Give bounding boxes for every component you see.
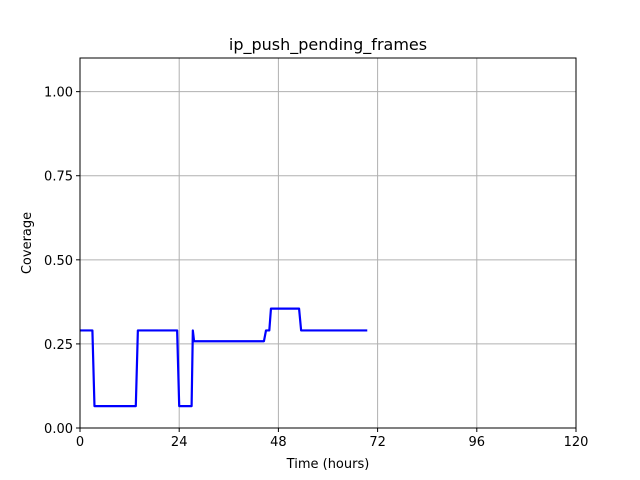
tick-layer: 0 24 48 72 96 120 0.00 0.25 0.50 0.75 1.00 [44,86,588,450]
series-layer [80,307,368,408]
x-tick-label: 72 [369,435,386,450]
chart-title: ip_push_pending_frames [229,35,427,55]
y-tick-label: 0.00 [44,422,73,437]
y-tick-label: 0.50 [44,254,73,269]
y-tick-label: 1.00 [44,86,73,101]
x-axis-label: Time (hours) [286,457,370,472]
x-tick-label: 96 [469,435,486,450]
grid-layer [79,58,577,429]
plot-frame [79,57,577,429]
x-tick-label: 24 [171,435,188,450]
y-tick-label: 0.75 [44,170,73,185]
x-tick-label: 120 [564,435,589,450]
y-axis-label: Coverage [20,212,35,274]
x-tick-label: 48 [270,435,287,450]
y-tick-label: 0.25 [44,338,73,353]
x-tick-label: 0 [76,435,84,450]
coverage-series-line [80,307,368,408]
